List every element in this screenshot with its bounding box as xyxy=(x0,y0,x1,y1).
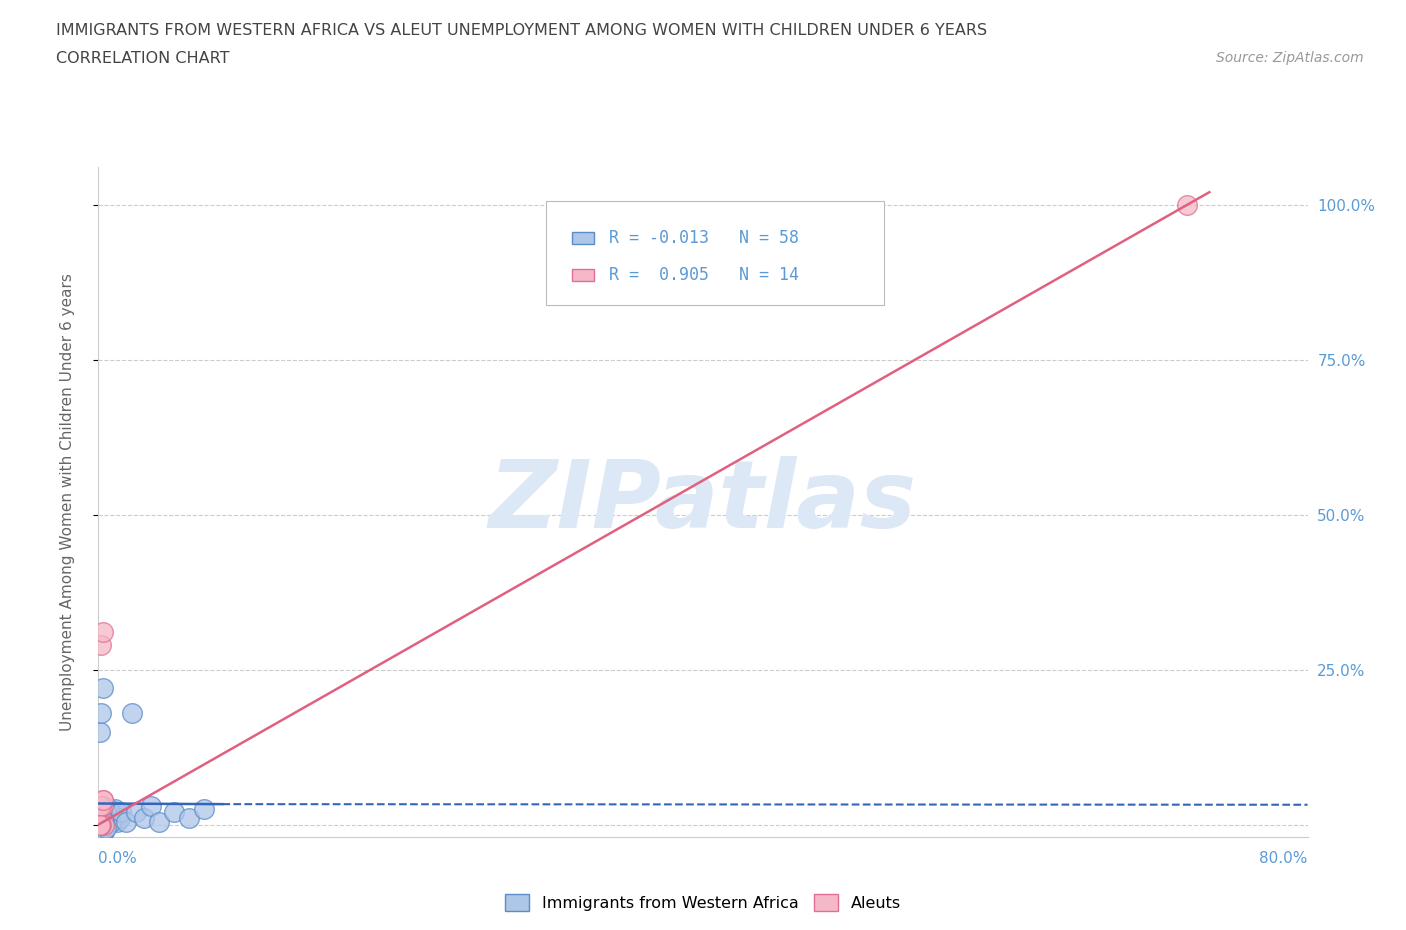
Point xyxy=(100,814,122,829)
Point xyxy=(96,802,118,817)
FancyBboxPatch shape xyxy=(546,201,884,305)
Point xyxy=(141,799,163,814)
Point xyxy=(98,802,121,817)
Point xyxy=(90,637,112,652)
Point xyxy=(93,823,115,838)
Point xyxy=(93,804,115,819)
Point xyxy=(89,804,111,819)
Point xyxy=(148,814,170,829)
Point xyxy=(91,625,114,640)
FancyBboxPatch shape xyxy=(572,269,595,281)
Point xyxy=(89,804,111,819)
Point xyxy=(179,811,201,826)
Text: Source: ZipAtlas.com: Source: ZipAtlas.com xyxy=(1216,51,1364,65)
Point xyxy=(90,706,112,721)
Point xyxy=(101,808,124,823)
Point xyxy=(91,792,114,807)
Point xyxy=(91,799,114,814)
Point xyxy=(93,814,115,829)
Point xyxy=(163,804,186,819)
Point xyxy=(89,799,111,814)
Point xyxy=(91,799,114,814)
Point xyxy=(90,823,112,838)
Point xyxy=(90,817,112,832)
Point xyxy=(89,820,111,835)
Point xyxy=(89,817,111,832)
Text: ZIPatlas: ZIPatlas xyxy=(489,457,917,548)
Point xyxy=(89,817,111,832)
Point xyxy=(90,811,112,826)
Point xyxy=(90,811,112,826)
Point xyxy=(91,792,114,807)
Point xyxy=(93,814,115,829)
Point xyxy=(93,823,115,838)
Point xyxy=(96,811,118,826)
Point xyxy=(91,799,114,814)
Point xyxy=(107,804,129,819)
Text: 0.0%: 0.0% xyxy=(98,851,138,866)
Point xyxy=(121,706,143,721)
Point xyxy=(103,811,125,826)
Point xyxy=(93,814,115,829)
Point xyxy=(108,811,131,826)
Point xyxy=(94,804,117,819)
Point xyxy=(91,820,114,835)
Point xyxy=(98,802,121,817)
Point xyxy=(193,802,215,817)
Point xyxy=(89,804,111,819)
Point xyxy=(89,724,111,739)
Point xyxy=(114,814,136,829)
Text: IMMIGRANTS FROM WESTERN AFRICA VS ALEUT UNEMPLOYMENT AMONG WOMEN WITH CHILDREN U: IMMIGRANTS FROM WESTERN AFRICA VS ALEUT … xyxy=(56,23,987,38)
Point xyxy=(90,811,112,826)
Point xyxy=(90,799,112,814)
Point xyxy=(89,817,111,832)
Point xyxy=(93,814,115,829)
Legend: Immigrants from Western Africa, Aleuts: Immigrants from Western Africa, Aleuts xyxy=(499,888,907,917)
Point xyxy=(90,823,112,838)
Point xyxy=(110,804,132,819)
Point xyxy=(91,814,114,829)
Point xyxy=(94,820,117,835)
FancyBboxPatch shape xyxy=(572,232,595,244)
Point xyxy=(132,811,155,826)
Point xyxy=(91,681,114,696)
Point xyxy=(96,811,118,826)
Point xyxy=(89,804,111,819)
Point xyxy=(90,817,112,832)
Point xyxy=(94,804,117,819)
Point xyxy=(94,804,117,819)
Text: R =  0.905   N = 14: R = 0.905 N = 14 xyxy=(609,266,799,284)
Point xyxy=(89,820,111,835)
Point xyxy=(105,814,128,829)
Point xyxy=(91,799,114,814)
Point xyxy=(90,799,112,814)
Y-axis label: Unemployment Among Women with Children Under 6 years: Unemployment Among Women with Children U… xyxy=(60,273,75,731)
Point xyxy=(100,814,122,829)
Text: R = -0.013   N = 58: R = -0.013 N = 58 xyxy=(609,229,799,246)
Text: CORRELATION CHART: CORRELATION CHART xyxy=(56,51,229,66)
Point xyxy=(91,820,114,835)
Point xyxy=(91,799,114,814)
Point xyxy=(93,817,115,832)
Point xyxy=(125,804,148,819)
Point xyxy=(90,811,112,826)
Point xyxy=(94,811,117,826)
Point xyxy=(104,802,127,817)
Text: 80.0%: 80.0% xyxy=(1260,851,1308,866)
Point xyxy=(1175,197,1198,212)
